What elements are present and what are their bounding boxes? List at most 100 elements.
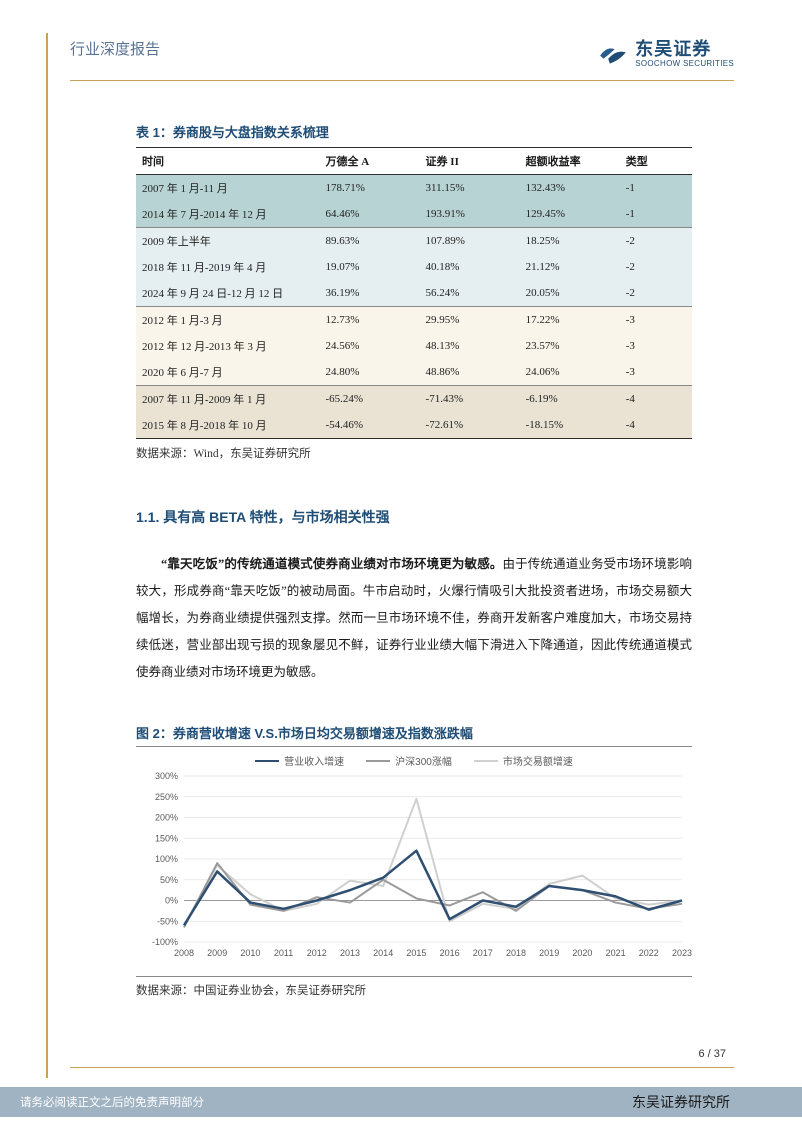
report-category: 行业深度报告 — [70, 38, 160, 59]
table-cell: -65.24% — [319, 386, 419, 413]
table-cell: 178.71% — [319, 175, 419, 202]
table1-header-cell: 超额收益率 — [520, 148, 620, 175]
chart-container: 营业收入增速 沪深300涨幅 市场交易额增速 -100% -50% 0% 50% 100% 1… — [136, 746, 692, 970]
side-accent-line — [46, 33, 48, 1078]
table-cell: 18.25% — [520, 228, 620, 255]
svg-text:2018: 2018 — [506, 948, 526, 958]
table-row: 2012 年 12 月-2013 年 3 月24.56%48.13%23.57%… — [136, 333, 692, 359]
page-header: 行业深度报告 东吴证券 SOOCHOW SECURITIES — [70, 38, 734, 70]
table1-caption: 表 1：券商股与大盘指数关系梳理 — [136, 122, 692, 141]
svg-text:100%: 100% — [155, 854, 178, 864]
table-cell: 193.91% — [420, 201, 520, 228]
svg-text:0%: 0% — [165, 896, 178, 906]
header-rule — [70, 80, 734, 81]
svg-text:2012: 2012 — [307, 948, 327, 958]
table-cell: 24.06% — [520, 359, 620, 386]
table-cell: 2015 年 8 月-2018 年 10 月 — [136, 412, 319, 439]
svg-text:2022: 2022 — [639, 948, 659, 958]
svg-text:2010: 2010 — [240, 948, 260, 958]
legend-swatch — [366, 760, 390, 762]
footer-bar: 请务必阅读正文之后的免责声明部分 东吴证券研究所 — [0, 1087, 802, 1117]
table-cell: 311.15% — [420, 175, 520, 202]
table-row: 2007 年 11 月-2009 年 1 月-65.24%-71.43%-6.1… — [136, 386, 692, 413]
legend-item: 沪深300涨幅 — [366, 753, 452, 768]
svg-text:2021: 2021 — [606, 948, 626, 958]
svg-text:2009: 2009 — [207, 948, 227, 958]
table-row: 2014 年 7 月-2014 年 12 月64.46%193.91%129.4… — [136, 201, 692, 228]
legend-label: 市场交易额增速 — [503, 753, 573, 768]
footer-institute: 东吴证券研究所 — [632, 1092, 730, 1112]
table-cell: 12.73% — [319, 307, 419, 334]
brand-name-cn: 东吴证券 — [635, 40, 734, 58]
chart-svg: -100%-50%0%50%100%150%200%250%300%200820… — [136, 768, 692, 964]
table-cell: 2018 年 11 月-2019 年 4 月 — [136, 254, 319, 280]
table-cell: -4 — [620, 412, 692, 439]
table-cell: 2009 年上半年 — [136, 228, 319, 255]
section-heading: 1.1. 具有高 BETA 特性，与市场相关性强 — [136, 507, 692, 527]
table-cell: -71.43% — [420, 386, 520, 413]
table-row: 2007 年 1 月-11 月178.71%311.15%132.43%-1 — [136, 175, 692, 202]
chart-source: 数据来源：中国证券业协会，东吴证券研究所 — [136, 976, 692, 998]
svg-text:2017: 2017 — [473, 948, 493, 958]
svg-text:50%: 50% — [160, 875, 178, 885]
svg-text:2014: 2014 — [373, 948, 393, 958]
table-row: 2015 年 8 月-2018 年 10 月-54.46%-72.61%-18.… — [136, 412, 692, 439]
table1-source: 数据来源：Wind，东吴证券研究所 — [136, 445, 692, 461]
legend-item: 营业收入增速 — [255, 753, 344, 768]
svg-text:2016: 2016 — [440, 948, 460, 958]
table-cell: 21.12% — [520, 254, 620, 280]
svg-text:2011: 2011 — [274, 948, 293, 958]
brand-name-en: SOOCHOW SECURITIES — [635, 60, 734, 68]
svg-text:-50%: -50% — [157, 917, 178, 927]
table-cell: 48.13% — [420, 333, 520, 359]
table-cell: 56.24% — [420, 280, 520, 307]
logo-mark-icon — [597, 38, 629, 70]
table-cell: 40.18% — [420, 254, 520, 280]
table-cell: -2 — [620, 280, 692, 307]
legend-label: 沪深300涨幅 — [395, 753, 452, 768]
table-cell: -1 — [620, 175, 692, 202]
svg-text:300%: 300% — [155, 771, 178, 781]
table-row: 2024 年 9 月 24 日-12 月 12 日36.19%56.24%20.… — [136, 280, 692, 307]
svg-text:2023: 2023 — [672, 948, 692, 958]
table-cell: -3 — [620, 307, 692, 334]
table-cell: 2007 年 1 月-11 月 — [136, 175, 319, 202]
table1-header-cell: 类型 — [620, 148, 692, 175]
table-cell: 19.07% — [319, 254, 419, 280]
svg-text:-100%: -100% — [152, 937, 178, 947]
table-cell: 2014 年 7 月-2014 年 12 月 — [136, 201, 319, 228]
table-cell: -6.19% — [520, 386, 620, 413]
legend-swatch — [474, 760, 498, 762]
table-cell: 89.63% — [319, 228, 419, 255]
table-row: 2012 年 1 月-3 月12.73%29.95%17.22%-3 — [136, 307, 692, 334]
svg-text:2019: 2019 — [539, 948, 559, 958]
table-row: 2018 年 11 月-2019 年 4 月19.07%40.18%21.12%… — [136, 254, 692, 280]
svg-text:2020: 2020 — [572, 948, 592, 958]
table-cell: -3 — [620, 333, 692, 359]
table-row: 2020 年 6 月-7 月24.80%48.86%24.06%-3 — [136, 359, 692, 386]
table-cell: -72.61% — [420, 412, 520, 439]
table1-header-cell: 万德全 A — [319, 148, 419, 175]
table-cell: 17.22% — [520, 307, 620, 334]
table-cell: -1 — [620, 201, 692, 228]
paragraph-lead: “靠天吃饭”的传统通道模式使券商业绩对市场环境更为敏感。 — [161, 557, 502, 571]
table-cell: 2024 年 9 月 24 日-12 月 12 日 — [136, 280, 319, 307]
table-cell: -18.15% — [520, 412, 620, 439]
table1: 时间万德全 A证券 II超额收益率类型 2007 年 1 月-11 月178.7… — [136, 147, 692, 439]
svg-text:2015: 2015 — [406, 948, 426, 958]
table-row: 2009 年上半年89.63%107.89%18.25%-2 — [136, 228, 692, 255]
table-cell: -2 — [620, 228, 692, 255]
table-cell: 29.95% — [420, 307, 520, 334]
table-cell: -54.46% — [319, 412, 419, 439]
svg-text:150%: 150% — [155, 834, 178, 844]
content-area: 表 1：券商股与大盘指数关系梳理 时间万德全 A证券 II超额收益率类型 200… — [136, 122, 692, 998]
table-cell: -4 — [620, 386, 692, 413]
legend-label: 营业收入增速 — [284, 753, 344, 768]
body-paragraph: “靠天吃饭”的传统通道模式使券商业绩对市场环境更为敏感。由于传统通道业务受市场环… — [136, 551, 692, 685]
footer-rule — [70, 1067, 734, 1068]
table-cell: 24.56% — [319, 333, 419, 359]
table-cell: 20.05% — [520, 280, 620, 307]
table-cell: -2 — [620, 254, 692, 280]
table1-header-cell: 证券 II — [420, 148, 520, 175]
page: 行业深度报告 东吴证券 SOOCHOW SECURITIES 表 1：券商股与大… — [0, 0, 802, 1133]
